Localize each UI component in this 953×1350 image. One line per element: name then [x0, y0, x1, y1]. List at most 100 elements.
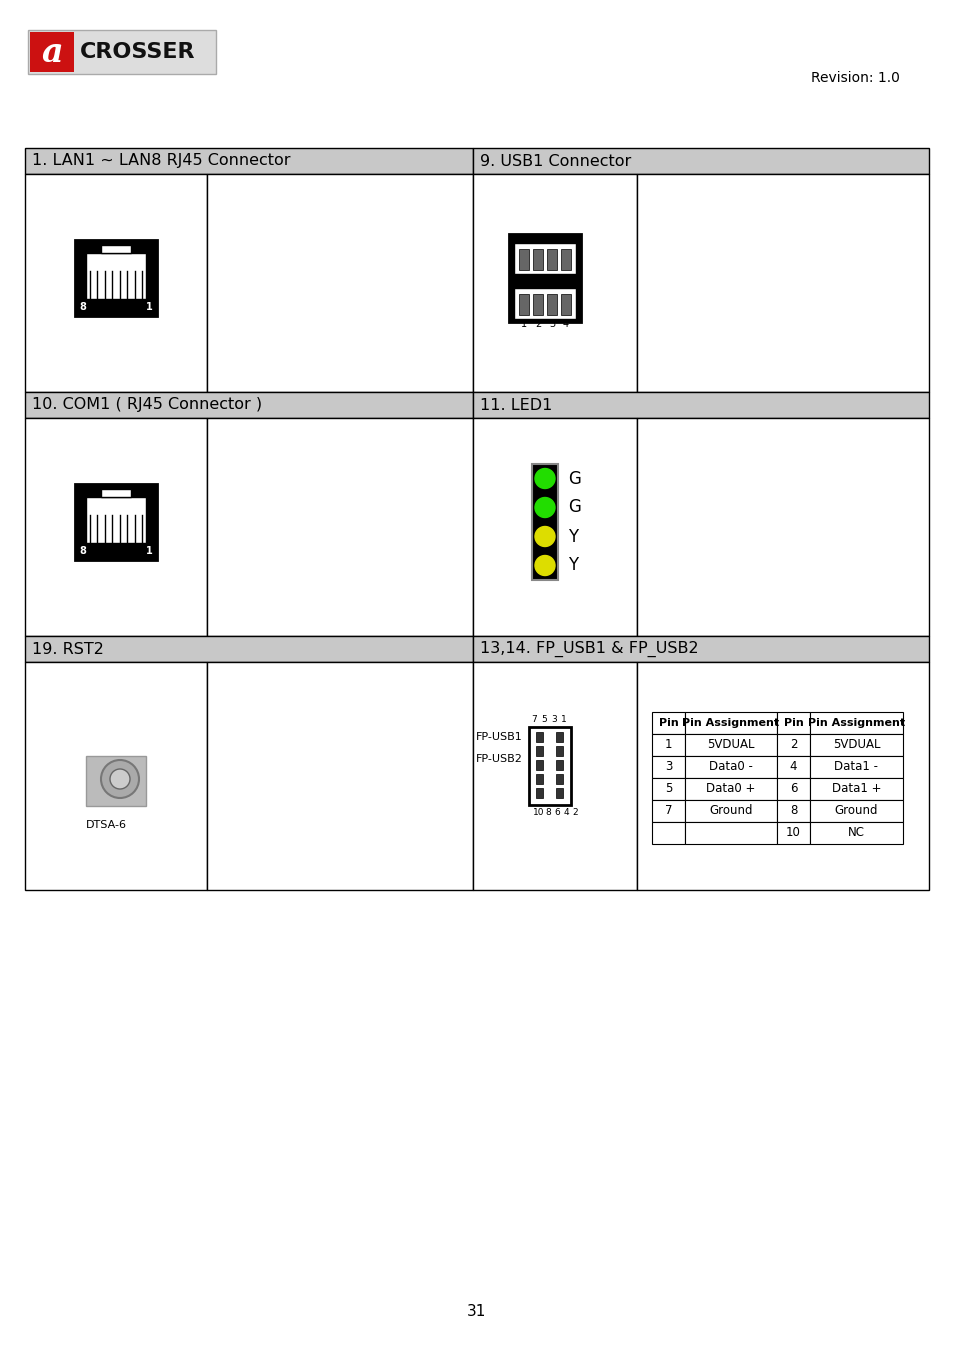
Bar — [514, 288, 576, 319]
Bar — [556, 774, 563, 784]
Text: 5: 5 — [540, 716, 546, 724]
Text: 1: 1 — [146, 545, 152, 556]
Bar — [207, 662, 473, 890]
Text: Data0 -: Data0 - — [708, 760, 752, 774]
Bar — [546, 294, 557, 315]
Bar — [809, 711, 902, 734]
Bar — [651, 778, 684, 801]
Bar — [536, 747, 543, 756]
Text: 5VDUAL: 5VDUAL — [832, 738, 880, 752]
Text: NC: NC — [847, 826, 864, 840]
Text: Pin Assignment: Pin Assignment — [807, 718, 904, 728]
Bar — [473, 392, 928, 418]
Text: 1: 1 — [664, 738, 672, 752]
Text: 3: 3 — [664, 760, 672, 774]
Text: 5: 5 — [664, 783, 672, 795]
Text: 31: 31 — [467, 1304, 486, 1319]
Bar — [86, 756, 146, 806]
Bar — [25, 392, 473, 418]
Bar — [25, 662, 207, 890]
Text: Revision: 1.0: Revision: 1.0 — [810, 72, 899, 85]
Text: G: G — [567, 470, 580, 487]
Text: Pin: Pin — [658, 718, 678, 728]
Text: 4: 4 — [562, 319, 569, 329]
Text: Y: Y — [567, 528, 578, 545]
Text: 7: 7 — [548, 274, 555, 284]
Text: 2: 2 — [572, 809, 578, 817]
Bar — [684, 778, 776, 801]
Bar — [684, 822, 776, 844]
Bar — [684, 801, 776, 822]
Bar — [473, 174, 637, 392]
Bar — [518, 294, 529, 315]
Bar — [473, 418, 637, 636]
Text: Data0 +: Data0 + — [705, 783, 755, 795]
Text: Y: Y — [567, 556, 578, 575]
Bar — [25, 148, 473, 174]
Text: Data1 +: Data1 + — [831, 783, 881, 795]
Circle shape — [101, 760, 139, 798]
Bar — [30, 32, 74, 72]
Text: 1: 1 — [146, 302, 152, 312]
Bar — [560, 248, 571, 270]
Bar — [556, 760, 563, 770]
Bar — [546, 248, 557, 270]
Bar — [518, 248, 529, 270]
Bar — [776, 711, 809, 734]
Bar — [809, 822, 902, 844]
Text: 11. LED1: 11. LED1 — [479, 397, 552, 413]
Bar — [536, 760, 543, 770]
Bar — [536, 788, 543, 798]
Text: 1. LAN1 ~ LAN8 RJ45 Connector: 1. LAN1 ~ LAN8 RJ45 Connector — [32, 154, 291, 169]
Bar — [75, 240, 157, 316]
Bar — [776, 778, 809, 801]
Bar — [651, 711, 684, 734]
Text: 7: 7 — [664, 805, 672, 818]
Text: 8: 8 — [79, 302, 86, 312]
Text: 5VDUAL: 5VDUAL — [706, 738, 754, 752]
Bar — [533, 248, 542, 270]
Text: 1: 1 — [560, 716, 566, 724]
Circle shape — [535, 498, 555, 517]
Text: DTSA-6: DTSA-6 — [86, 819, 127, 830]
Text: 6: 6 — [554, 809, 559, 817]
Bar — [684, 756, 776, 778]
Text: Ground: Ground — [708, 805, 752, 818]
Bar — [101, 489, 131, 497]
Text: 2: 2 — [535, 319, 540, 329]
Text: Pin: Pin — [782, 718, 802, 728]
Text: 1: 1 — [520, 319, 526, 329]
Text: a: a — [41, 35, 63, 69]
Bar — [207, 174, 473, 392]
Bar — [809, 778, 902, 801]
Bar — [776, 756, 809, 778]
Bar — [776, 801, 809, 822]
Text: 10: 10 — [785, 826, 801, 840]
Bar — [536, 732, 543, 742]
Text: Data1 -: Data1 - — [834, 760, 878, 774]
Bar — [809, 801, 902, 822]
Circle shape — [110, 769, 130, 788]
Bar — [25, 174, 207, 392]
Bar — [637, 174, 928, 392]
Bar — [556, 747, 563, 756]
Bar — [637, 418, 928, 636]
Text: Pin Assignment: Pin Assignment — [681, 718, 779, 728]
Text: CROSSER: CROSSER — [80, 42, 195, 62]
Text: 5: 5 — [520, 274, 527, 284]
Bar — [809, 756, 902, 778]
Bar — [776, 822, 809, 844]
Text: 8: 8 — [544, 809, 550, 817]
Text: 8: 8 — [79, 545, 86, 556]
Text: G: G — [567, 498, 580, 517]
Bar — [560, 294, 571, 315]
Bar — [509, 234, 580, 323]
Text: 10. COM1 ( RJ45 Connector ): 10. COM1 ( RJ45 Connector ) — [32, 397, 262, 413]
Bar — [809, 734, 902, 756]
Circle shape — [535, 526, 555, 547]
Bar — [684, 734, 776, 756]
Bar — [637, 662, 928, 890]
Text: 4: 4 — [789, 760, 797, 774]
Bar — [556, 732, 563, 742]
Text: 8: 8 — [562, 274, 569, 284]
